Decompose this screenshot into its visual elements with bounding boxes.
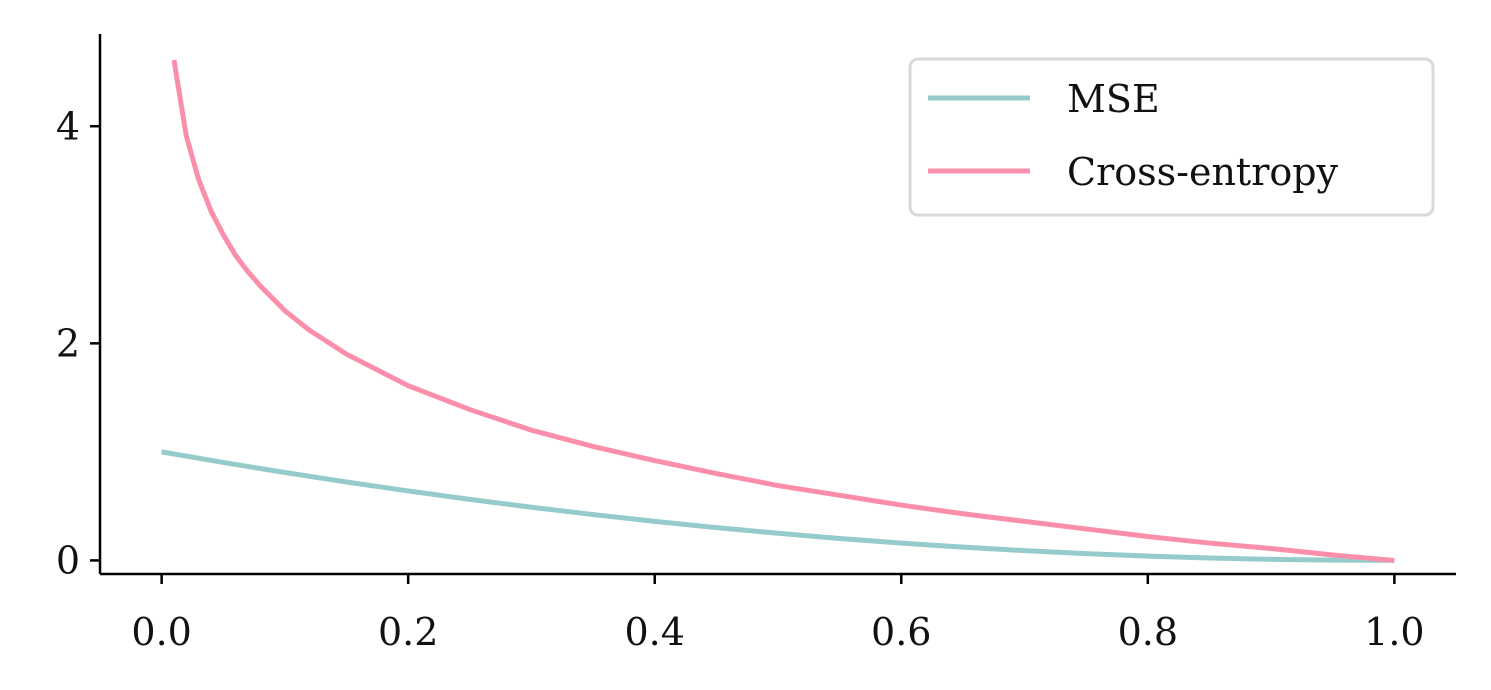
x-ticks: 0.0 0.2 0.4 0.6 0.8 1.0: [131, 574, 1425, 654]
y-tick-label: 0: [56, 538, 80, 582]
series-line-cross-entropy: [171, 59, 1395, 563]
legend-label-cross-entropy: Cross-entropy: [1067, 150, 1339, 194]
x-tick-label: 0.6: [871, 610, 931, 654]
x-tick-label: 0.8: [1118, 610, 1178, 654]
y-tick-label: 2: [56, 321, 80, 365]
x-tick-label: 0.2: [378, 610, 438, 654]
x-tick-label: 0.4: [625, 610, 685, 654]
y-tick-label: 4: [56, 104, 80, 148]
x-tick-label: 1.0: [1364, 610, 1424, 654]
legend-box: [908, 57, 1435, 217]
x-tick-label: 0.0: [131, 610, 191, 654]
y-ticks: 0 2 4: [56, 104, 100, 582]
series-layer: [161, 59, 1395, 563]
series-line-mse: [161, 449, 1395, 563]
legend: MSE Cross-entropy: [908, 57, 1435, 217]
legend-label-mse: MSE: [1067, 77, 1160, 121]
